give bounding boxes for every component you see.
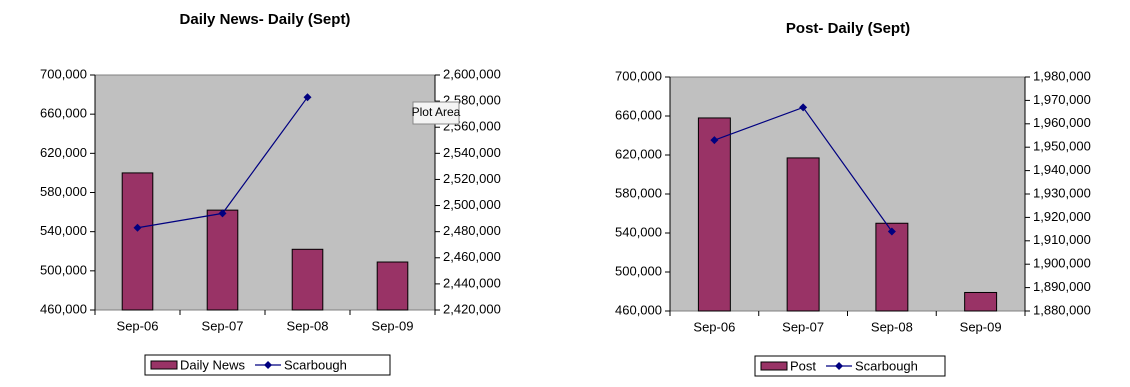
y2-tick-label: 1,890,000: [1033, 279, 1091, 294]
tooltip-box: [412, 101, 460, 125]
tooltip: Plot Area: [412, 101, 461, 125]
legend-marker: [264, 361, 273, 369]
y-tick-label: 460,000: [615, 302, 662, 317]
chart-title: Daily News- Daily (Sept): [180, 11, 351, 28]
y2-tick-label: 2,540,000: [443, 145, 501, 160]
y2-tick-label: 2,480,000: [443, 223, 501, 238]
marker: [218, 209, 227, 218]
y2-tick-label: 1,970,000: [1033, 92, 1091, 107]
x-tick-label: Sep-08: [287, 318, 329, 333]
y-tick-label: 620,000: [40, 145, 87, 160]
x-tick-label: Sep-06: [117, 318, 159, 333]
y-tick-label: 660,000: [615, 107, 662, 122]
y2-tick-label: 1,880,000: [1033, 302, 1091, 317]
x-tick-label: Sep-09: [960, 319, 1002, 334]
legend: Daily News Scarbough: [144, 354, 391, 376]
marker: [303, 93, 312, 102]
x-tick-label: Sep-06: [693, 319, 735, 334]
y-tick-label: 500,000: [40, 262, 87, 277]
legend-marker: [835, 362, 844, 370]
y-tick-label: 580,000: [615, 185, 662, 200]
marker: [799, 103, 808, 112]
y2-tick-label: 2,440,000: [443, 275, 501, 290]
y-tick-label: 460,000: [40, 301, 87, 316]
legend-label: Daily News: [180, 357, 246, 372]
bar: [697, 117, 731, 312]
x-tick-label: Sep-07: [782, 319, 824, 334]
bar: [206, 209, 239, 311]
y-tick-label: 700,000: [40, 66, 87, 81]
y-tick-label: 700,000: [615, 68, 662, 83]
legend-label: Post: [790, 358, 816, 373]
bar: [376, 261, 409, 311]
legend-label: Scarbough: [855, 358, 918, 373]
y2-tick-label: 1,920,000: [1033, 209, 1091, 224]
marker: [710, 136, 719, 145]
y2-tick-label: 1,900,000: [1033, 256, 1091, 271]
y-tick-label: 540,000: [40, 223, 87, 238]
marker: [133, 223, 142, 232]
tooltip-text: Plot Area: [412, 105, 461, 119]
y-tick-label: 580,000: [40, 184, 87, 199]
y2-tick-label: 1,950,000: [1033, 139, 1091, 154]
y2-tick-label: 2,520,000: [443, 171, 501, 186]
y-tick-label: 660,000: [40, 106, 87, 121]
y2-tick-label: 1,930,000: [1033, 185, 1091, 200]
bar: [291, 248, 324, 311]
y-tick-label: 620,000: [615, 146, 662, 161]
y2-tick-label: 1,910,000: [1033, 232, 1091, 247]
chart-title: Post- Daily (Sept): [786, 20, 910, 37]
y-tick-label: 500,000: [615, 263, 662, 278]
x-tick-label: Sep-09: [372, 318, 414, 333]
x-tick-label: Sep-08: [871, 319, 913, 334]
bar: [964, 291, 998, 312]
y2-tick-label: 1,980,000: [1033, 68, 1091, 83]
y2-tick-label: 2,600,000: [443, 66, 501, 81]
legend-swatch: [150, 360, 178, 370]
y2-tick-label: 2,460,000: [443, 249, 501, 264]
legend-swatch: [760, 361, 788, 371]
bar: [121, 172, 154, 311]
legend: Post Scarbough: [754, 355, 946, 377]
y2-tick-label: 2,500,000: [443, 197, 501, 212]
y2-tick-label: 2,420,000: [443, 301, 501, 316]
legend-label: Scarbough: [284, 357, 347, 372]
y-tick-label: 540,000: [615, 224, 662, 239]
x-tick-label: Sep-07: [202, 318, 244, 333]
y2-tick-label: 1,940,000: [1033, 162, 1091, 177]
marker: [887, 227, 896, 236]
bar: [786, 157, 820, 312]
y2-tick-label: 1,960,000: [1033, 115, 1091, 130]
bar: [875, 222, 909, 312]
